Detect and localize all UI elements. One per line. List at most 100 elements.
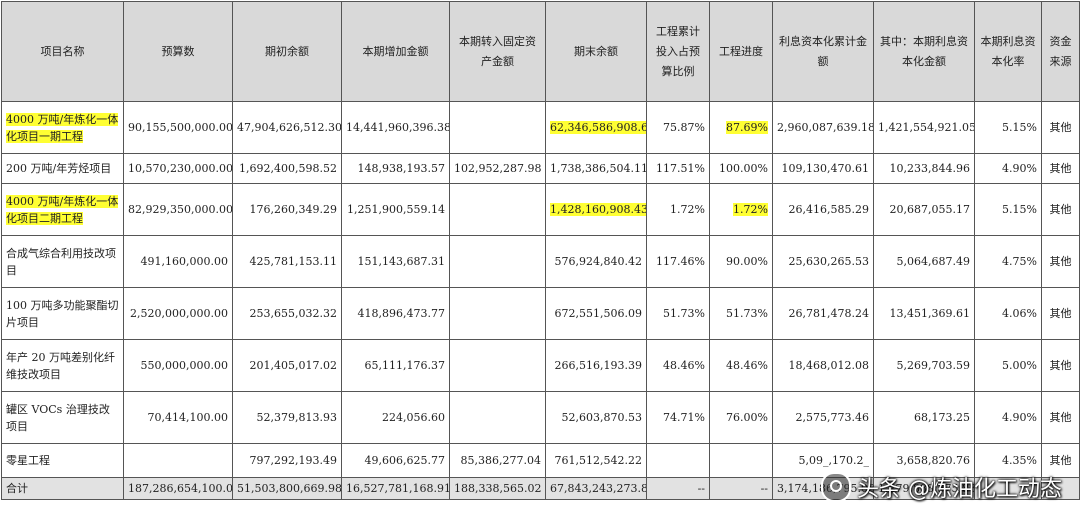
watermark-text: 头条 @炼油化工动态 [857, 477, 1062, 502]
cell-transfer [449, 183, 546, 236]
cell-text: 148,938,193.57 [357, 162, 445, 175]
cell-ratio: 117.46% [646, 235, 710, 288]
cell-progress: 87.69% [709, 101, 773, 154]
cell-text: 零星工程 [6, 454, 50, 467]
cell-closing: 1,738,386,504.11 [545, 153, 647, 184]
cell-source: 其他 [1041, 287, 1080, 340]
cell-text: 其他 [1049, 121, 1072, 134]
cell-text: 18,468,012.08 [788, 359, 869, 372]
cell-interest-total: 2,575,773.46 [772, 391, 874, 444]
cell-text: 5.00% [1002, 359, 1037, 372]
cell-ratio: 48.46% [646, 339, 710, 392]
cell-opening: 253,655,032.32 [232, 287, 342, 340]
cell-text: 4.75% [1002, 255, 1037, 268]
cell-text: 其他 [1049, 454, 1072, 467]
cell-interest-total: 109,130,470.61 [772, 153, 874, 184]
cell-text: 100.00% [719, 162, 768, 175]
cell-name: 年产 20 万吨差别化纤维技改项目 [1, 339, 124, 392]
cell-text: 47,904,626,512.30 [237, 121, 342, 134]
cell-transfer [449, 235, 546, 288]
cell-text: 48.46% [726, 359, 768, 372]
cell-increase: 49,606,625.77 [341, 443, 450, 478]
table-body: 4000 万吨/年炼化一体化项目一期工程 90,155,500,000.00 47,… [1, 101, 1080, 500]
cell-opening: 51,503,800,669.98 [232, 477, 342, 500]
cell-increase: 148,938,193.57 [341, 153, 450, 184]
cell-text: 68,173.25 [914, 411, 970, 424]
cell-text: 491,160,000.00 [140, 255, 228, 268]
cell-text: 188,338,565.02 [454, 482, 542, 495]
cell-interest-total: 25,630,265.53 [772, 235, 874, 288]
cell-text: 200 万吨/年芳烃项目 [6, 162, 112, 175]
cell-text: 其他 [1049, 255, 1072, 268]
header-budget: 预算数 [123, 1, 233, 102]
cell-budget [123, 443, 233, 478]
cell-text: 425,781,153.11 [249, 255, 337, 268]
cell-transfer: 102,952,287.98 [449, 153, 546, 184]
cell-text: 其他 [1049, 411, 1072, 424]
cell-text: 其他 [1049, 162, 1072, 175]
cell-closing: 62,346,586,908.68 [545, 101, 647, 154]
cell-interest-current: 1,421,554,921.05 [873, 101, 975, 154]
cell-text: 117.46% [656, 255, 705, 268]
cell-rate: 5.00% [974, 339, 1042, 392]
cell-interest-current: 3,658,820.76 [873, 443, 975, 478]
cell-text: 253,655,032.32 [249, 307, 337, 320]
cell-text: 26,781,478.24 [788, 307, 869, 320]
cell-text: 51,503,800,669.98 [237, 482, 342, 495]
cell-opening: 52,379,813.93 [232, 391, 342, 444]
cell-text: 4000 万吨/年炼化一体化项目一期工程 [6, 112, 119, 143]
header-progress: 工程进度 [709, 1, 773, 102]
cell-text: 151,143,687.31 [357, 255, 445, 268]
cell-closing: 67,843,243,273.87 [545, 477, 647, 500]
cell-rate: 5.15% [974, 183, 1042, 236]
cell-text: 100 万吨多功能聚酯切片项目 [6, 298, 119, 329]
cell-source: 其他 [1041, 339, 1080, 392]
cell-text: 90,155,500,000.00 [128, 121, 233, 134]
cell-rate: 4.75% [974, 235, 1042, 288]
cell-opening: 47,904,626,512.30 [232, 101, 342, 154]
header-rate: 本期利息资本化率 [974, 1, 1042, 102]
cell-text: 75.87% [663, 121, 705, 134]
cell-text: 52,603,870.53 [561, 411, 642, 424]
cell-text: 87.69% [726, 121, 768, 134]
cell-text: 5.15% [1002, 203, 1037, 216]
cell-increase: 14,441,960,396.38 [341, 101, 450, 154]
cell-text: 187,286,654,100.00 [128, 482, 233, 495]
cell-interest-current: 5,064,687.49 [873, 235, 975, 288]
cell-increase: 65,111,176.37 [341, 339, 450, 392]
toutiao-logo-icon [821, 472, 851, 502]
cell-text: 合成气综合利用技改项目 [6, 246, 116, 277]
cell-progress: 100.00% [709, 153, 773, 184]
cell-interest-current: 5,269,703.59 [873, 339, 975, 392]
cell-text: -- [760, 482, 768, 495]
cell-text: 1.72% [670, 203, 705, 216]
cell-name: 4000 万吨/年炼化一体化项目二期工程 [1, 183, 124, 236]
cell-opening: 425,781,153.11 [232, 235, 342, 288]
cell-text: 4.35% [1002, 454, 1037, 467]
header-transfer: 本期转入固定资产金额 [449, 1, 546, 102]
cell-source: 其他 [1041, 443, 1080, 478]
cell-interest-total: 2,960,087,639.18 [772, 101, 874, 154]
cell-transfer [449, 287, 546, 340]
cell-transfer: 85,386,277.04 [449, 443, 546, 478]
cell-text: 5,064,687.49 [896, 255, 970, 268]
cell-ratio: 117.51% [646, 153, 710, 184]
cell-closing: 576,924,840.42 [545, 235, 647, 288]
cell-text: 1.72% [733, 203, 768, 216]
construction-in-progress-table: 项目名称 预算数 期初余额 本期增加金额 本期转入固定资产金额 期末余额 工程累… [1, 1, 1080, 500]
cell-text: 10,233,844.96 [889, 162, 970, 175]
table-row: 年产 20 万吨差别化纤维技改项目 550,000,000.00 201,405,0… [1, 339, 1080, 392]
cell-text: 90.00% [726, 255, 768, 268]
cell-text: 761,512,542.22 [554, 454, 642, 467]
cell-text: 51.73% [663, 307, 705, 320]
cell-text: 5,269,703.59 [896, 359, 970, 372]
cell-opening: 201,405,017.02 [232, 339, 342, 392]
cell-text: 102,952,287.98 [454, 162, 542, 175]
cell-text: -- [697, 482, 705, 495]
cell-budget: 491,160,000.00 [123, 235, 233, 288]
cell-text: 年产 20 万吨差别化纤维技改项目 [6, 350, 115, 381]
cell-text: 1,738,386,504.11 [550, 162, 647, 175]
cell-interest-total: 5,09_,170.2_ [772, 443, 874, 478]
cell-text: 117.51% [656, 162, 705, 175]
cell-interest-current: 13,451,369.61 [873, 287, 975, 340]
